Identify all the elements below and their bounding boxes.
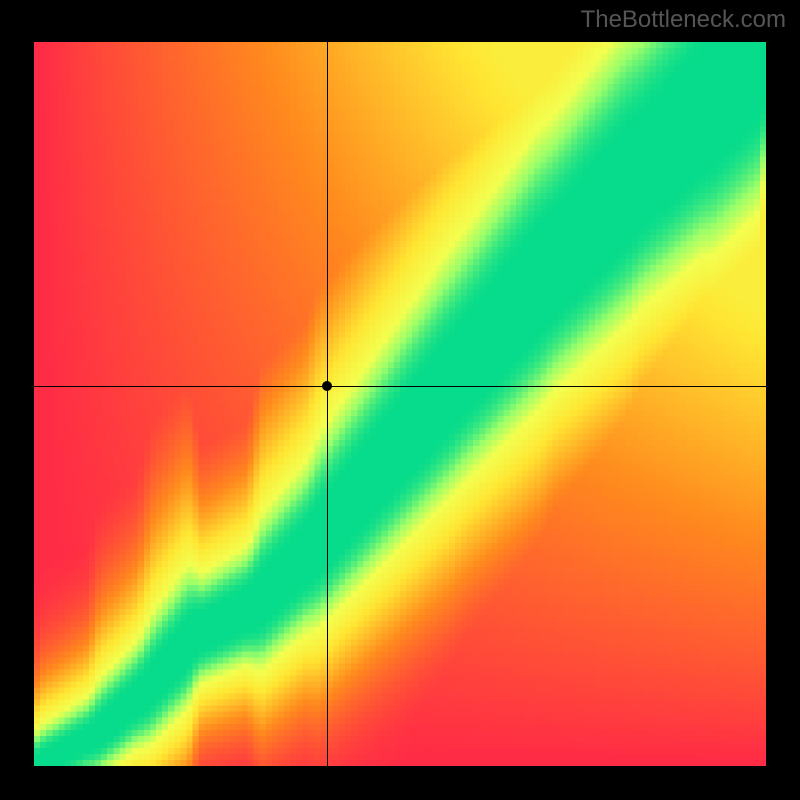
crosshair-vertical-line (327, 42, 328, 766)
heatmap-canvas (34, 42, 766, 766)
root-container: TheBottleneck.com (0, 0, 800, 800)
crosshair-marker-dot (322, 381, 332, 391)
heatmap-plot-area (34, 42, 766, 766)
watermark-text: TheBottleneck.com (581, 6, 786, 34)
crosshair-horizontal-line (34, 386, 766, 387)
